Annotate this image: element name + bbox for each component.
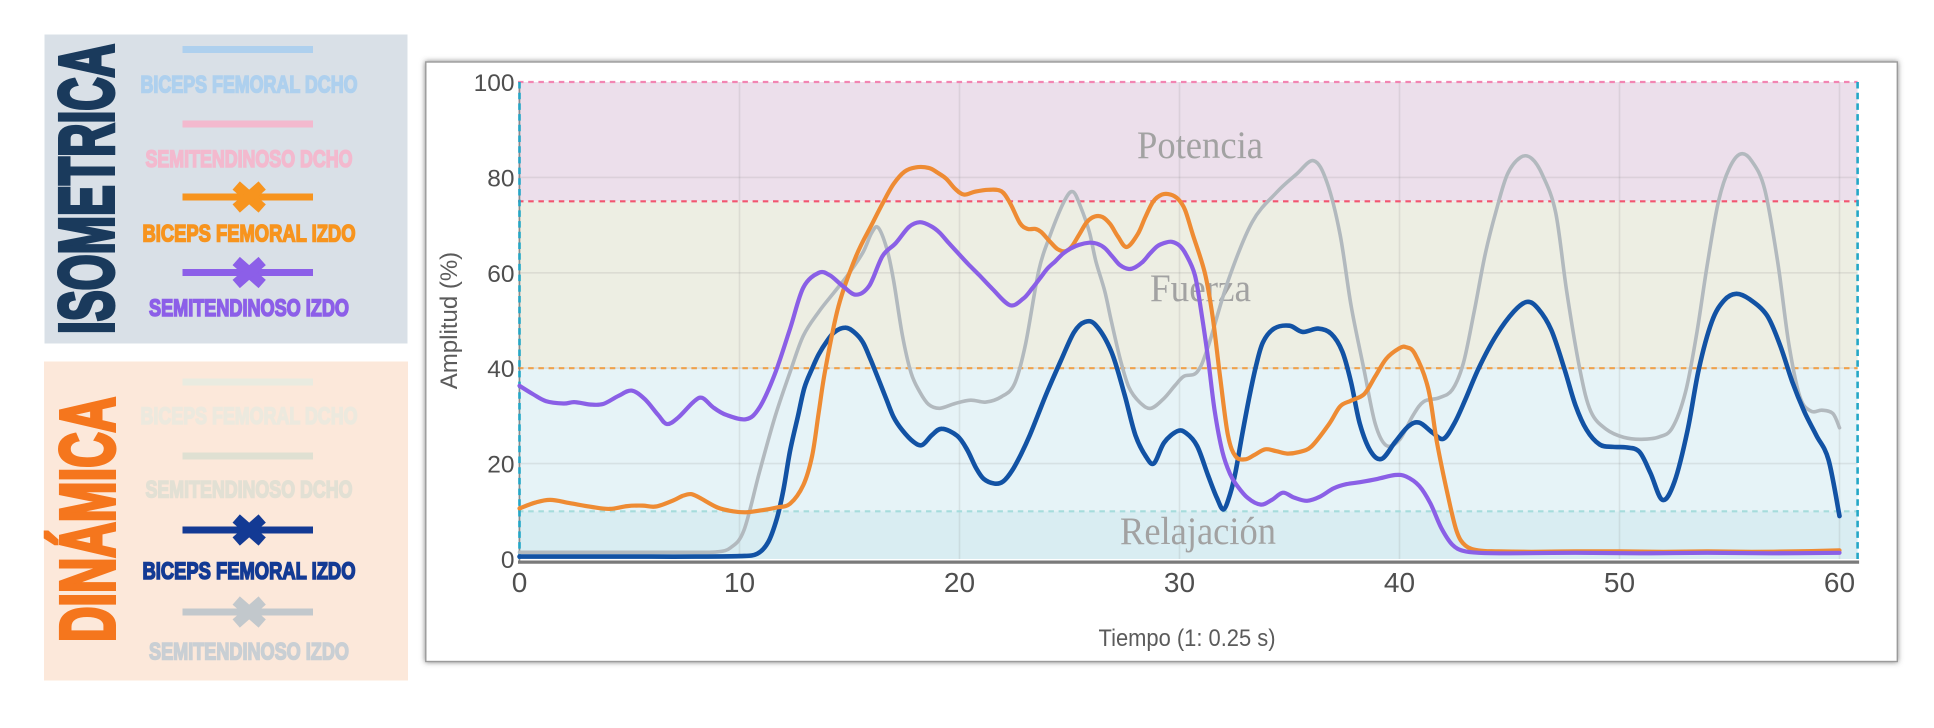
- svg-text:BICEPS FEMORAL IZDO: BICEPS FEMORAL IZDO: [143, 221, 356, 248]
- svg-text:0: 0: [512, 567, 528, 598]
- svg-text:0: 0: [501, 547, 515, 574]
- svg-text:Potencia: Potencia: [1137, 124, 1263, 167]
- svg-text:20: 20: [944, 567, 975, 598]
- svg-text:SEMITENDINOSO DCHO: SEMITENDINOSO DCHO: [146, 477, 353, 504]
- svg-text:60: 60: [487, 261, 514, 288]
- svg-text:30: 30: [1164, 567, 1195, 598]
- svg-text:ISOMETRICA: ISOMETRICA: [44, 44, 130, 334]
- svg-text:Tiempo (1: 0.25 s): Tiempo (1: 0.25 s): [1099, 625, 1276, 652]
- svg-text:40: 40: [1384, 567, 1415, 598]
- svg-text:50: 50: [1604, 567, 1635, 598]
- svg-text:100: 100: [474, 70, 515, 97]
- svg-text:10: 10: [724, 567, 755, 598]
- svg-text:Relajación: Relajación: [1120, 510, 1276, 553]
- svg-text:BICEPS FEMORAL DCHO: BICEPS FEMORAL DCHO: [141, 403, 358, 430]
- svg-text:SEMITENDINOSO IZDO: SEMITENDINOSO IZDO: [149, 639, 349, 666]
- svg-text:DINÁMICA: DINÁMICA: [44, 397, 131, 642]
- svg-text:BICEPS FEMORAL IZDO: BICEPS FEMORAL IZDO: [143, 558, 356, 585]
- svg-text:SEMITENDINOSO IZDO: SEMITENDINOSO IZDO: [149, 295, 349, 322]
- svg-text:60: 60: [1824, 567, 1855, 598]
- svg-text:SEMITENDINOSO DCHO: SEMITENDINOSO DCHO: [146, 146, 353, 173]
- svg-text:80: 80: [487, 165, 514, 192]
- svg-text:40: 40: [487, 356, 514, 383]
- svg-text:BICEPS FEMORAL DCHO: BICEPS FEMORAL DCHO: [141, 72, 358, 99]
- svg-text:Amplitud (%): Amplitud (%): [436, 252, 463, 389]
- svg-text:20: 20: [487, 452, 514, 479]
